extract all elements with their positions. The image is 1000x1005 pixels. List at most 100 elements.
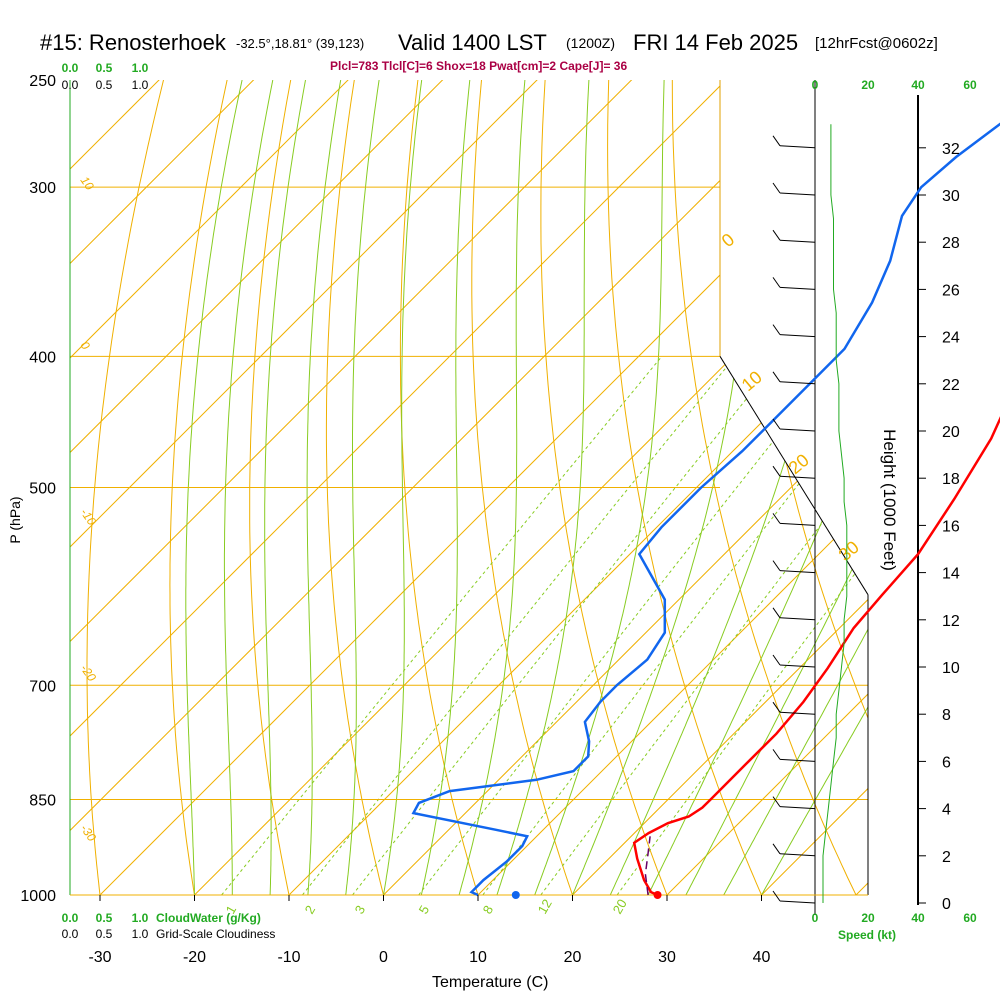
- wind-barb-shaft: [780, 571, 815, 573]
- wind-barb-flag: [773, 891, 780, 901]
- x-tick-label: 20: [564, 949, 582, 966]
- cloudwater-bottom-tick: 0.0: [62, 911, 79, 925]
- y-axis-label: P (hPa): [7, 496, 23, 543]
- wind-speed-top-tick: 40: [911, 78, 925, 92]
- pressure-tick-label: 850: [29, 792, 56, 809]
- wind-barb-shaft: [780, 193, 815, 195]
- wind-barb-flag: [773, 277, 780, 287]
- height-tick-label: 14: [942, 566, 960, 583]
- wind-barb-flag: [773, 136, 780, 146]
- height-tick-label: 22: [942, 377, 960, 394]
- dry-adiabat-label: -30: [78, 822, 100, 845]
- mixing-ratio-label: 20: [610, 896, 630, 916]
- wind-speed-top-tick: 20: [861, 78, 875, 92]
- height-tick-label: 28: [942, 235, 960, 252]
- pressure-tick-label: 500: [29, 481, 56, 498]
- wind-barb-flag: [773, 230, 780, 240]
- mixing-ratio-label: 8: [480, 903, 497, 917]
- height-tick-label: 32: [942, 141, 960, 158]
- wind-barb-flag: [773, 655, 780, 665]
- wind-barb-shaft: [780, 807, 815, 809]
- wind-barb-shaft: [780, 146, 815, 148]
- wind-barb-flag: [773, 749, 780, 759]
- wind-barb-flag: [773, 513, 780, 523]
- height-tick-label: 10: [942, 660, 960, 677]
- chart-title-valid: Valid 1400 LST: [398, 30, 547, 55]
- wind-speed-profile-line: [823, 124, 847, 903]
- pressure-tick-label: 700: [29, 678, 56, 695]
- dry-adiabat-label: -10: [78, 506, 100, 529]
- height-tick-label: 16: [942, 518, 960, 535]
- surface-dewpoint-dot: [512, 891, 520, 899]
- dry-adiabat-line: [735, 56, 966, 924]
- x-tick-label: 0: [379, 949, 388, 966]
- dry-adiabat-line: [987, 56, 1000, 924]
- wind-barb-shaft: [780, 618, 815, 620]
- mixing-ratio-line: [302, 356, 735, 895]
- trace-dew-point: [413, 114, 1000, 895]
- dry-adiabat-line: [541, 56, 679, 924]
- height-tick-label: 8: [942, 707, 951, 724]
- background-grid: [0, 56, 1000, 924]
- wind-barb-shaft: [780, 429, 815, 431]
- cloudiness-bottom-tick: 1.0: [132, 927, 149, 941]
- x-tick-label: 10: [469, 949, 487, 966]
- mixing-ratio-label: 3: [352, 903, 369, 917]
- isotherm-line: [71, 56, 939, 924]
- wind-barb-shaft: [780, 854, 815, 856]
- cloudiness-top-tick: 1.0: [132, 78, 149, 92]
- cloudiness-bottom-tick: 0.0: [62, 927, 79, 941]
- isotherm-label: 0: [718, 229, 739, 251]
- pressure-tick-label: 300: [29, 180, 56, 197]
- chart-title-zulu: (1200Z): [566, 35, 615, 51]
- dry-adiabat-label: 0: [78, 339, 93, 353]
- chart-title-date: FRI 14 Feb 2025: [633, 30, 798, 55]
- cloudwater-top-tick: 1.0: [132, 61, 149, 75]
- height-tick-label: 30: [942, 188, 960, 205]
- isotherm-line: [827, 56, 1000, 924]
- x-tick-label: -10: [277, 949, 300, 966]
- cloudwater-top-tick: 0.5: [96, 61, 113, 75]
- dry-adiabat-label: -20: [78, 662, 100, 685]
- height-tick-label: 26: [942, 282, 960, 299]
- height-tick-label: 6: [942, 754, 951, 771]
- x-tick-label: 40: [753, 949, 771, 966]
- isotherm-line: [166, 56, 1000, 924]
- dry-adiabat-line: [87, 56, 170, 924]
- cloudwater-bottom-tick: 1.0: [132, 911, 149, 925]
- wind-barb-flag: [773, 419, 780, 429]
- wind-barb-shaft: [780, 712, 815, 714]
- surface-temperature-dot: [654, 891, 662, 899]
- sounding-indices: Plcl=783 Tlcl[C]=6 Shox=18 Pwat[cm]=2 Ca…: [330, 59, 627, 73]
- cloudiness-bottom-tick: 0.5: [96, 927, 113, 941]
- dry-adiabat-line: [672, 56, 870, 924]
- dry-adiabat-line: [924, 56, 1000, 924]
- dry-adiabat-line: [608, 56, 775, 924]
- mixing-ratio-label: 12: [535, 896, 555, 916]
- mixing-ratio-line: [419, 356, 841, 895]
- mixing-ratio-label: 5: [416, 903, 433, 917]
- wind-barb-flag: [773, 325, 780, 335]
- wind-barb-shaft: [780, 240, 815, 242]
- isotherm-line: [355, 56, 1000, 924]
- wind-barb-flag: [773, 466, 780, 476]
- wind-speed-bottom-tick: 60: [963, 911, 977, 925]
- x-tick-label: 30: [658, 949, 676, 966]
- pressure-tick-label: 400: [29, 349, 56, 366]
- height-tick-label: 12: [942, 613, 960, 630]
- trace-temperature: [634, 110, 1000, 895]
- pressure-tick-label: 250: [29, 73, 56, 90]
- cloudiness-top-tick: 0.5: [96, 78, 113, 92]
- cloudwater-bottom-tick: 0.5: [96, 911, 113, 925]
- x-tick-label: -30: [88, 949, 111, 966]
- wind-speed-label: Speed (kt): [838, 928, 896, 942]
- x-axis-label: Temperature (C): [432, 974, 548, 991]
- height-axis-label: Height (1000 Feet): [880, 429, 899, 571]
- wind-barb-flag: [773, 183, 780, 193]
- height-tick-label: 24: [942, 330, 960, 347]
- height-tick-label: 0: [942, 896, 951, 913]
- wind-barb-flag: [773, 608, 780, 618]
- wind-speed-bottom-tick: 20: [861, 911, 875, 925]
